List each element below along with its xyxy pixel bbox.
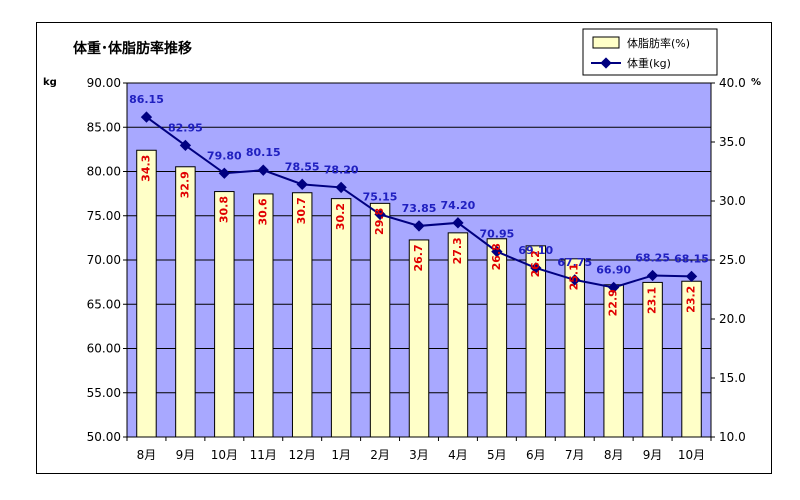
fat-data-label: 23.1 (646, 287, 659, 314)
fat-bar (136, 149, 157, 438)
x-tick-label: 12月 (289, 448, 316, 462)
y-right-tick-label: 40.0 (719, 76, 746, 90)
fat-bar (253, 193, 274, 438)
fat-bar (408, 239, 430, 438)
fat-data-label: 29.8 (373, 208, 386, 235)
y-right-tick-label: 20.0 (719, 312, 746, 326)
chart-title: 体重･体脂肪率推移 (73, 40, 192, 57)
y-left-tick-label: 80.00 (87, 165, 121, 179)
legend-label-weight: 体重(kg) (627, 56, 671, 70)
fat-bar (214, 191, 235, 438)
x-tick-label: 10月 (678, 448, 705, 462)
weight-marker (646, 269, 659, 282)
weight-marker (374, 208, 386, 221)
weight-data-label: 69.10 (518, 244, 553, 257)
weight-data-label: 73.85 (402, 202, 437, 215)
weight-data-label: 78.55 (285, 160, 320, 173)
fat-data-label: 25.1 (568, 263, 581, 290)
fat-data-label: 26.2 (529, 250, 542, 277)
fat-bar (291, 192, 313, 438)
legend-label-fat: 体脂肪率(%) (627, 36, 690, 50)
x-tick-label: 7月 (565, 448, 585, 462)
fat-bar (330, 198, 352, 438)
fat-data-label: 30.6 (256, 198, 269, 225)
y-right-tick-label: 15.0 (719, 371, 746, 385)
weight-marker (608, 281, 620, 294)
fat-bar (175, 166, 196, 438)
weight-data-label: 66.90 (596, 263, 631, 276)
x-tick-label: 11月 (250, 448, 277, 462)
weight-marker (452, 217, 464, 229)
fat-bar (486, 238, 508, 438)
x-tick-label: 4月 (448, 448, 468, 462)
weight-data-label: 79.80 (207, 149, 242, 162)
fat-data-label: 30.2 (334, 203, 347, 230)
x-tick-label: 8月 (137, 448, 157, 462)
x-tick-label: 1月 (331, 448, 351, 462)
weight-data-label: 70.95 (479, 228, 514, 241)
weight-marker (413, 220, 425, 232)
weight-marker (218, 167, 230, 179)
y-right-tick-label: 10.0 (719, 430, 746, 444)
fat-data-label: 22.9 (607, 289, 620, 316)
fat-data-label: 32.9 (178, 171, 191, 198)
y-left-tick-label: 85.00 (87, 120, 121, 134)
legend-bar-swatch (592, 36, 620, 49)
fat-data-label: 30.7 (295, 197, 308, 224)
fat-bar (447, 232, 469, 438)
weight-data-label: 68.15 (674, 252, 709, 265)
weight-marker (296, 178, 308, 190)
x-tick-label: 6月 (526, 448, 546, 462)
x-tick-label: 8月 (604, 448, 624, 462)
weight-marker (685, 270, 698, 283)
y-left-tick-label: 50.00 (87, 430, 121, 444)
fat-bar (369, 202, 391, 438)
x-tick-label: 3月 (409, 448, 429, 462)
y-left-tick-label: 90.00 (87, 76, 121, 90)
fat-data-label: 34.3 (139, 155, 152, 182)
weight-marker (335, 181, 347, 194)
weight-data-label: 75.15 (363, 190, 398, 203)
fat-data-label: 30.8 (217, 196, 230, 223)
weight-data-label: 74.20 (441, 199, 476, 212)
x-tick-label: 10月 (211, 448, 238, 462)
weight-data-label: 68.25 (635, 251, 670, 264)
fat-data-label: 23.2 (685, 286, 698, 313)
weight-marker (569, 274, 581, 286)
x-tick-label: 9月 (176, 448, 196, 462)
y-right-tick-label: 25.0 (719, 253, 746, 267)
weight-data-label: 78.20 (324, 163, 359, 176)
weight-data-label: 82.95 (168, 121, 203, 134)
x-tick-label: 9月 (643, 448, 663, 462)
y-right-tick-label: 35.0 (719, 135, 746, 149)
weight-marker (530, 262, 542, 274)
fat-bar (564, 258, 585, 438)
x-tick-label: 2月 (370, 448, 390, 462)
y-right-tick-label: 30.0 (719, 194, 746, 208)
x-tick-label: 5月 (487, 448, 507, 462)
y-left-tick-label: 75.00 (87, 209, 121, 223)
y-left-tick-label: 60.00 (87, 342, 121, 356)
fat-bar (642, 281, 663, 438)
weight-data-label: 80.15 (246, 146, 281, 159)
y-left-tick-label: 70.00 (87, 253, 121, 267)
fat-data-label: 27.3 (451, 237, 464, 264)
legend: 体脂肪率(%) 体重(kg) (582, 28, 718, 76)
weight-data-label: 86.15 (129, 93, 164, 106)
weight-data-label: 67.75 (557, 256, 592, 269)
weight-marker (491, 245, 503, 258)
fat-data-label: 26.7 (412, 244, 425, 271)
fat-bar (525, 245, 547, 438)
fat-data-label: 26.8 (490, 243, 503, 270)
y-left-tick-label: 65.00 (87, 297, 121, 311)
chart-frame: 体重･体脂肪率推移 86.15 82.95 79.80 80.15 78.55 78.20… (36, 22, 772, 474)
weight-marker (257, 164, 269, 176)
y-left-unit: kg (43, 77, 57, 88)
y-right-unit: % (751, 77, 761, 88)
weight-marker (140, 111, 153, 123)
y-left-tick-label: 55.00 (87, 386, 121, 400)
chart: 体重･体脂肪率推移 86.15 82.95 79.80 80.15 78.55 78.20… (43, 28, 761, 462)
